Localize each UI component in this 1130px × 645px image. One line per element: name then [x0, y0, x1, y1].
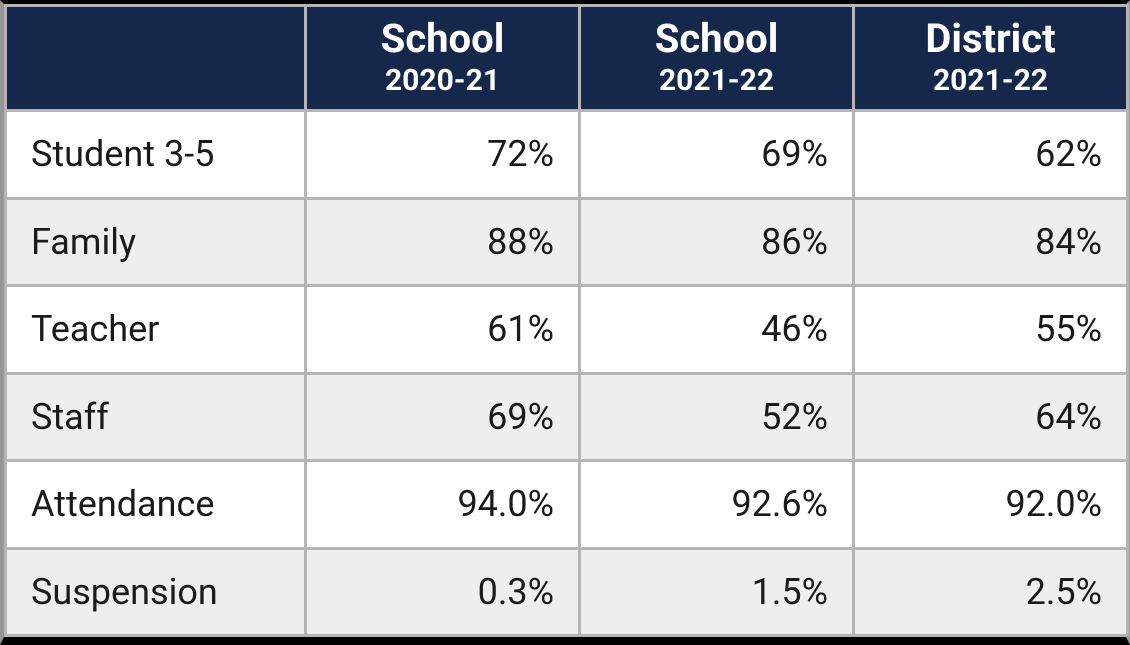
table-row: Staff 69% 52% 64%: [6, 373, 1128, 461]
header-title: School: [315, 17, 570, 61]
row-label: Teacher: [6, 286, 306, 374]
cell-value: 64%: [854, 373, 1128, 461]
row-label: Suspension: [6, 548, 306, 636]
row-label: Attendance: [6, 461, 306, 549]
header-sub: 2020-21: [315, 63, 570, 99]
cell-value: 61%: [306, 286, 580, 374]
cell-value: 88%: [306, 198, 580, 286]
header-title: School: [589, 17, 844, 61]
table-container: School 2020-21 School 2021-22 District 2…: [0, 0, 1130, 645]
cell-value: 84%: [854, 198, 1128, 286]
header-sub: 2021-22: [589, 63, 844, 99]
cell-value: 72%: [306, 111, 580, 199]
cell-value: 46%: [580, 286, 854, 374]
cell-value: 92.6%: [580, 461, 854, 549]
table-header: School 2020-21 School 2021-22 District 2…: [6, 6, 1128, 111]
cell-value: 1.5%: [580, 548, 854, 636]
table-row: Family 88% 86% 84%: [6, 198, 1128, 286]
data-table: School 2020-21 School 2021-22 District 2…: [4, 4, 1129, 637]
table-row: Teacher 61% 46% 55%: [6, 286, 1128, 374]
cell-value: 0.3%: [306, 548, 580, 636]
table-row: Suspension 0.3% 1.5% 2.5%: [6, 548, 1128, 636]
cell-value: 94.0%: [306, 461, 580, 549]
header-col-2: School 2021-22: [580, 6, 854, 111]
cell-value: 2.5%: [854, 548, 1128, 636]
row-label: Student 3-5: [6, 111, 306, 199]
cell-value: 62%: [854, 111, 1128, 199]
header-empty-corner: [6, 6, 306, 111]
cell-value: 69%: [580, 111, 854, 199]
cell-value: 52%: [580, 373, 854, 461]
table-row: Student 3-5 72% 69% 62%: [6, 111, 1128, 199]
header-title: District: [863, 17, 1118, 61]
header-sub: 2021-22: [863, 63, 1118, 99]
header-col-3: District 2021-22: [854, 6, 1128, 111]
row-label: Family: [6, 198, 306, 286]
cell-value: 69%: [306, 373, 580, 461]
header-col-1: School 2020-21: [306, 6, 580, 111]
cell-value: 55%: [854, 286, 1128, 374]
table-row: Attendance 94.0% 92.6% 92.0%: [6, 461, 1128, 549]
cell-value: 92.0%: [854, 461, 1128, 549]
table-body: Student 3-5 72% 69% 62% Family 88% 86% 8…: [6, 111, 1128, 636]
cell-value: 86%: [580, 198, 854, 286]
row-label: Staff: [6, 373, 306, 461]
